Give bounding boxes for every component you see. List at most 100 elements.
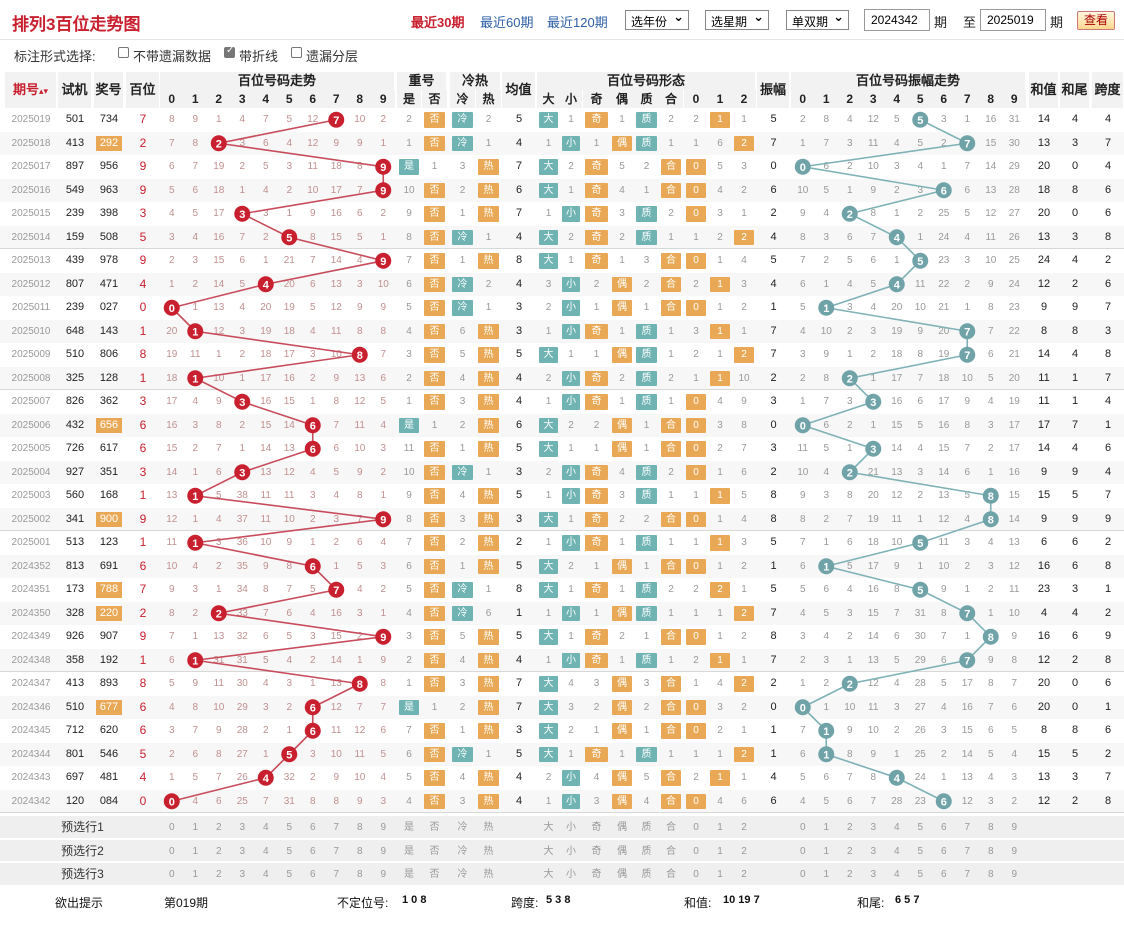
preselect-digit[interactable]: 1 [192,822,199,833]
preselect-digit[interactable]: 4 [262,845,269,857]
preselect-digit[interactable]: 2 [215,845,222,857]
preselect-opt[interactable]: 是 [404,869,414,880]
preselect-form[interactable]: 质 [641,845,652,857]
preselect-form[interactable]: 0 [693,845,699,857]
preselect-form[interactable]: 奇 [591,869,602,880]
preselect-row[interactable] [0,816,1124,839]
header-issue[interactable]: 期号▴▾ [5,72,57,108]
preselect-digit[interactable]: 5 [286,869,293,880]
preselect-amp-digit[interactable]: 7 [964,822,971,833]
preselect-opt[interactable]: 冷 [457,822,468,833]
preselect-amp-digit[interactable]: 2 [846,869,853,880]
preselect-row[interactable] [0,863,1124,886]
preselect-form[interactable]: 合 [666,845,676,857]
preselect-amp-digit[interactable]: 3 [870,822,877,833]
preselect-opt[interactable]: 热 [483,869,494,880]
preselect-digit[interactable]: 6 [309,845,316,857]
preselect-form[interactable]: 1 [717,822,723,833]
preselect-digit[interactable]: 5 [286,822,293,833]
preselect-digit[interactable]: 1 [192,869,199,880]
preselect-form[interactable]: 2 [741,845,747,857]
sort-arrows-icon[interactable]: ▴▾ [38,86,49,96]
range-link-30[interactable]: 最近30期 [411,15,465,30]
preselect-form[interactable]: 奇 [591,822,602,833]
preselect-form[interactable]: 奇 [591,845,602,857]
preselect-digit[interactable]: 3 [239,845,246,857]
preselect-form[interactable]: 小 [566,869,576,880]
year-select[interactable]: 选年份 [625,9,689,30]
preselect-opt[interactable]: 是 [404,845,414,857]
preselect-digit[interactable]: 4 [262,822,269,833]
preselect-opt[interactable]: 冷 [457,845,468,857]
preselect-amp-digit[interactable]: 7 [964,845,971,857]
preselect-form[interactable]: 偶 [617,869,627,880]
preselect-digit[interactable]: 8 [356,845,363,857]
preselect-form[interactable]: 偶 [617,845,627,857]
preselect-digit[interactable]: 3 [239,869,246,880]
preselect-form[interactable]: 偶 [617,822,627,833]
range-link-60[interactable]: 最近60期 [480,15,534,30]
preselect-digit[interactable]: 0 [168,845,175,857]
preselect-amp-digit[interactable]: 1 [823,869,830,880]
miss-layer-checkbox[interactable] [291,47,302,58]
preselect-form[interactable]: 1 [717,845,723,857]
no-miss-checkbox[interactable] [118,47,129,58]
preselect-amp-digit[interactable]: 1 [823,845,830,857]
preselect-opt[interactable]: 否 [429,845,440,857]
preselect-digit[interactable]: 1 [192,845,199,857]
query-button[interactable]: 查看 [1077,11,1115,30]
preselect-digit[interactable]: 4 [262,869,269,880]
preselect-digit[interactable]: 0 [168,869,175,880]
preselect-amp-digit[interactable]: 9 [1011,869,1018,880]
preselect-amp-digit[interactable]: 6 [940,822,947,833]
preselect-digit[interactable]: 9 [380,822,387,833]
preselect-digit[interactable]: 7 [333,869,340,880]
preselect-digit[interactable]: 8 [356,822,363,833]
preselect-form[interactable]: 0 [693,822,699,833]
preselect-opt[interactable]: 热 [483,822,494,833]
preselect-form[interactable]: 2 [741,869,747,880]
preselect-amp-digit[interactable]: 8 [987,822,994,833]
with-line-checkbox[interactable] [224,45,235,58]
preselect-opt[interactable]: 冷 [457,869,468,880]
preselect-digit[interactable]: 6 [309,822,316,833]
range-link-120[interactable]: 最近120期 [547,15,608,30]
preselect-amp-digit[interactable]: 0 [799,869,806,880]
preselect-form[interactable]: 0 [693,869,699,880]
preselect-amp-digit[interactable]: 5 [917,869,924,880]
preselect-amp-digit[interactable]: 3 [870,869,877,880]
preselect-amp-digit[interactable]: 2 [846,822,853,833]
preselect-digit[interactable]: 9 [380,845,387,857]
preselect-form[interactable]: 质 [641,822,652,833]
preselect-opt[interactable]: 否 [429,869,440,880]
preselect-form[interactable]: 大 [543,845,554,857]
preselect-digit[interactable]: 9 [380,869,387,880]
preselect-amp-digit[interactable]: 7 [964,869,971,880]
parity-select[interactable]: 单双期 [786,9,849,30]
preselect-amp-digit[interactable]: 3 [870,845,877,857]
preselect-amp-digit[interactable]: 5 [917,822,924,833]
preselect-digit[interactable]: 2 [215,822,222,833]
preselect-amp-digit[interactable]: 0 [799,845,806,857]
preselect-amp-digit[interactable]: 4 [893,822,900,833]
preselect-amp-digit[interactable]: 4 [893,845,900,857]
preselect-amp-digit[interactable]: 2 [846,845,853,857]
preselect-form[interactable]: 2 [741,822,747,833]
preselect-digit[interactable]: 8 [356,869,363,880]
preselect-form[interactable]: 质 [641,869,652,880]
preselect-digit[interactable]: 5 [286,845,293,857]
preselect-digit[interactable]: 2 [215,869,222,880]
preselect-amp-digit[interactable]: 8 [987,845,994,857]
preselect-row[interactable] [0,839,1124,862]
preselect-amp-digit[interactable]: 9 [1011,845,1018,857]
preselect-opt[interactable]: 热 [483,845,494,857]
preselect-opt[interactable]: 是 [404,822,414,833]
preselect-amp-digit[interactable]: 6 [940,869,947,880]
preselect-digit[interactable]: 3 [239,822,246,833]
preselect-form[interactable]: 大 [543,822,554,833]
preselect-form[interactable]: 大 [543,869,554,880]
preselect-amp-digit[interactable]: 4 [893,869,900,880]
preselect-amp-digit[interactable]: 6 [940,845,947,857]
preselect-form[interactable]: 小 [566,845,576,857]
preselect-amp-digit[interactable]: 1 [823,822,830,833]
